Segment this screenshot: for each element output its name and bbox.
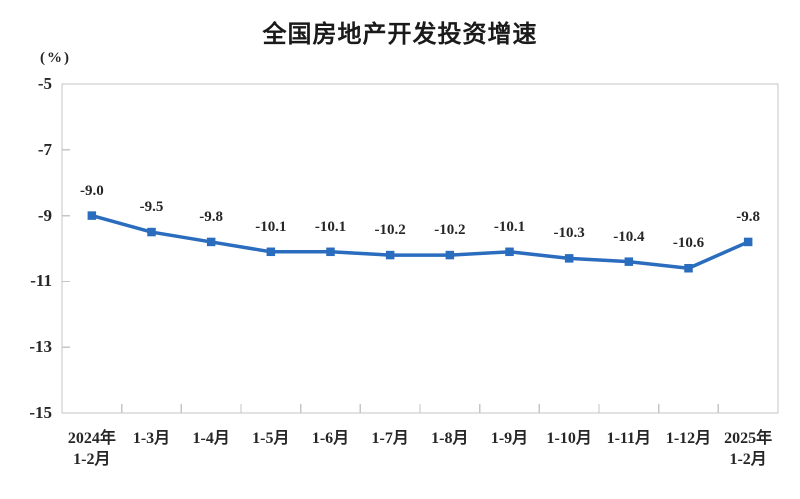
x-axis-category-label: 1-10月	[546, 430, 592, 447]
x-axis-category-label: 1-8月	[431, 430, 469, 447]
series-line	[90, 213, 750, 270]
data-point-label: -9.0	[79, 182, 104, 199]
x-axis-category-label: 1-5月	[252, 430, 290, 447]
data-point-marker	[147, 227, 156, 237]
data-point-marker	[624, 257, 634, 266]
data-point-label: -10.1	[314, 218, 347, 235]
data-point-marker	[206, 237, 216, 247]
plot-border	[61, 83, 779, 414]
data-point-marker	[445, 250, 455, 260]
data-point-label: -10.3	[553, 225, 585, 242]
data-point-label: -10.2	[434, 222, 466, 239]
x-axis-category-label: 1-9月	[490, 430, 529, 447]
data-point-label: -10.1	[255, 218, 287, 235]
data-point-label: -10.4	[613, 228, 645, 245]
data-point-label: -9.5	[139, 199, 164, 216]
data-point-marker	[385, 250, 395, 260]
data-point-marker	[266, 247, 276, 257]
data-point-label: -9.8	[199, 208, 224, 225]
data-point-label: -10.2	[374, 222, 406, 239]
y-axis-tick-label: -9	[37, 205, 52, 225]
data-point-label: -9.8	[736, 208, 761, 225]
y-axis-unit-label: (%)	[40, 50, 71, 66]
data-point-marker	[743, 237, 753, 247]
data-point-marker	[326, 247, 335, 257]
x-axis-category-label: 1-3月	[132, 430, 171, 447]
data-point-label: -10.1	[493, 218, 526, 235]
y-axis-tick-label: -11	[30, 271, 52, 291]
x-axis-category-label: 1-6月	[311, 430, 350, 447]
x-axis-category-label: 1-7月	[371, 430, 409, 447]
data-point-label: -10.6	[672, 235, 705, 252]
data-point-marker	[564, 254, 574, 263]
data-point-marker	[505, 247, 514, 257]
y-axis-tick-label: -15	[29, 403, 52, 422]
x-axis-category-label: 2024年 1-2月	[67, 430, 116, 468]
data-point-marker	[87, 211, 97, 220]
x-axis-category-label: 1-11月	[606, 430, 652, 447]
x-axis-category-label: 2025年 1-2月	[724, 430, 773, 468]
y-axis-tick-label: -7	[37, 139, 52, 159]
y-axis-tick-label: -5	[37, 74, 52, 93]
y-axis-tick-label: -13	[29, 337, 52, 357]
data-point-marker	[684, 263, 693, 273]
x-axis-category-label: 1-4月	[192, 430, 230, 447]
chart-title: 全国房地产开发投资增速	[262, 21, 538, 48]
x-axis-category-label: 1-12月	[665, 430, 712, 447]
